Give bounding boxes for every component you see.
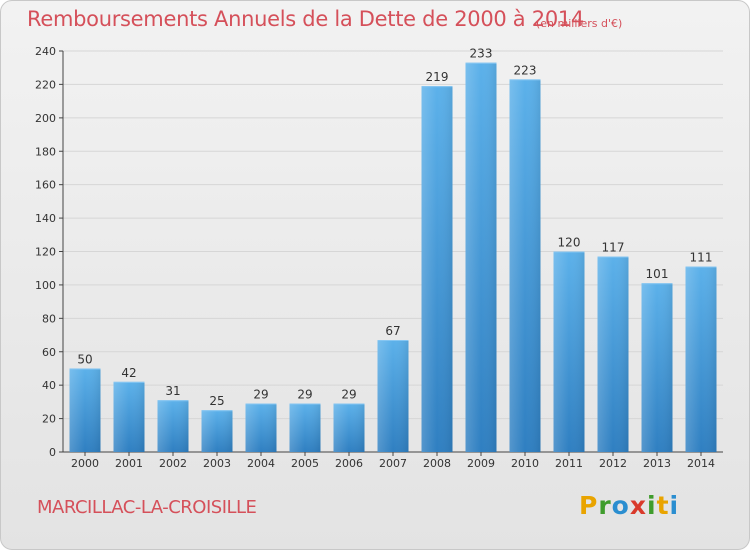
labels: 0 20 40 60 80 100 120 140 160 180 200 220 240 50 2000 4…	[35, 45, 715, 470]
data-label: 31	[165, 384, 180, 398]
logo-letter: o	[611, 491, 630, 520]
data-label: 29	[341, 388, 356, 402]
data-label: 29	[253, 388, 268, 402]
bar-shade	[509, 79, 541, 452]
x-tick-label: 2004	[247, 457, 275, 470]
logo-letter: P	[579, 491, 599, 520]
bar-shade	[201, 410, 233, 452]
bar-shade	[685, 266, 717, 452]
bar-shade	[553, 251, 585, 452]
bar-shade	[289, 403, 321, 452]
bar-shade	[113, 381, 145, 452]
bar-shade	[333, 403, 365, 452]
x-tick-label: 2006	[335, 457, 363, 470]
data-label: 120	[558, 236, 581, 250]
logo-letter: i	[669, 491, 680, 520]
x-tick-label: 2013	[643, 457, 671, 470]
data-label: 101	[646, 267, 669, 281]
x-tick-label: 2000	[71, 457, 99, 470]
data-label: 50	[77, 352, 92, 366]
bars	[69, 62, 717, 453]
y-tick-label: 60	[42, 346, 56, 359]
data-label: 42	[121, 366, 136, 380]
unit-note: (en milliers d'€)	[536, 17, 623, 30]
x-tick-label: 2010	[511, 457, 539, 470]
y-tick-label: 220	[35, 78, 56, 91]
chart-title: Remboursements Annuels de la Dette de 20…	[27, 7, 584, 31]
data-label: 25	[209, 394, 224, 408]
y-tick-label: 100	[35, 279, 56, 292]
data-label: 29	[297, 388, 312, 402]
logo-letter: t	[656, 491, 670, 520]
bar-shade	[597, 256, 629, 452]
x-tick-label: 2008	[423, 457, 451, 470]
bar-shade	[245, 403, 277, 452]
x-tick-label: 2009	[467, 457, 495, 470]
bar-shade	[641, 283, 673, 452]
y-tick-label: 240	[35, 45, 56, 58]
y-tick-label: 20	[42, 413, 56, 426]
x-tick-label: 2003	[203, 457, 231, 470]
data-label: 223	[514, 63, 537, 77]
logo-letter: i	[647, 491, 657, 520]
bar-shade	[377, 340, 409, 452]
commune-name: MARCILLAC-LA-CROISILLE	[37, 497, 257, 518]
data-label: 233	[470, 47, 493, 61]
x-tick-label: 2001	[115, 457, 143, 470]
data-label: 111	[690, 251, 713, 265]
y-tick-label: 200	[35, 112, 56, 125]
y-tick-label: 140	[35, 212, 56, 225]
data-label: 67	[385, 324, 400, 338]
x-tick-label: 2011	[555, 457, 583, 470]
y-tick-label: 160	[35, 179, 56, 192]
y-tick-label: 80	[42, 312, 56, 325]
x-tick-label: 2005	[291, 457, 319, 470]
x-tick-label: 2012	[599, 457, 627, 470]
logo-letter: r	[598, 491, 612, 520]
x-tick-label: 2014	[687, 457, 715, 470]
logo-letter: x	[629, 491, 647, 520]
bar-shade	[465, 62, 497, 453]
y-tick-label: 180	[35, 145, 56, 158]
proxiti-logo[interactable]: Proxiti	[579, 491, 679, 520]
bar-shade	[157, 400, 189, 452]
y-tick-label: 0	[49, 446, 56, 459]
x-tick-label: 2007	[379, 457, 407, 470]
data-label: 117	[602, 241, 625, 255]
data-label: 219	[426, 70, 449, 84]
x-tick-label: 2002	[159, 457, 187, 470]
bar-shade	[421, 86, 453, 453]
y-tick-label: 120	[35, 246, 56, 259]
y-tick-label: 40	[42, 379, 56, 392]
bar-shade	[69, 368, 101, 452]
